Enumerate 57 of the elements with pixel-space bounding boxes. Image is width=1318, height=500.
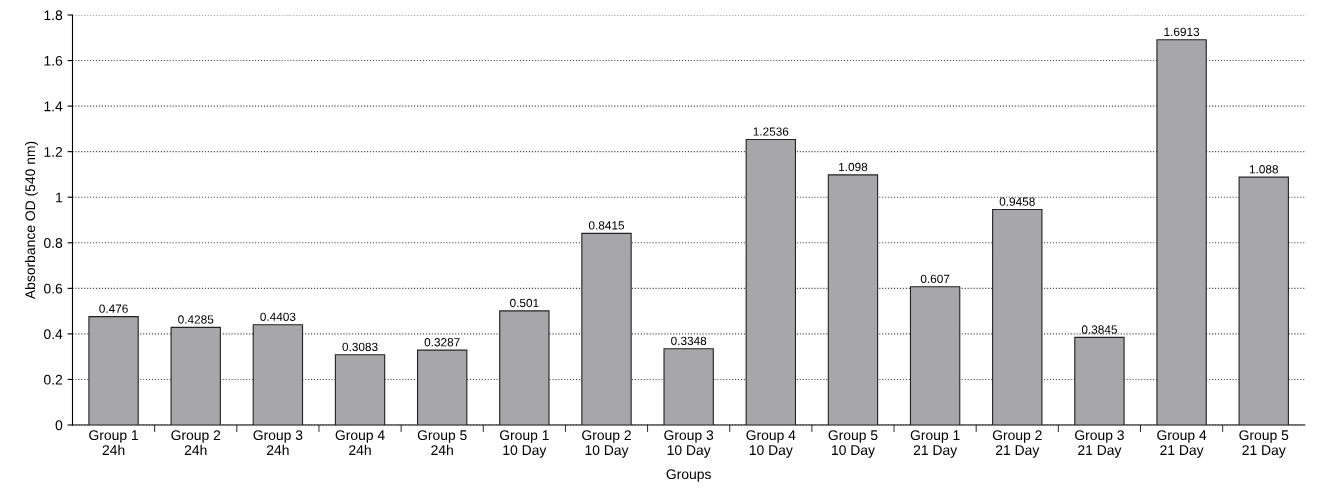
data-label: 0.607 (920, 274, 950, 284)
x-tick-label: Group 1 10 Day (499, 430, 549, 458)
data-label: 0.3083 (342, 342, 378, 352)
data-label: 0.9458 (999, 197, 1035, 206)
data-label: 1.2536 (753, 127, 789, 136)
y-tick-label: 1.2 (44, 147, 63, 157)
x-tick-label: Group 3 24h (253, 430, 303, 455)
bar (581, 232, 632, 425)
data-label: 0.3348 (671, 336, 707, 346)
bar (499, 310, 550, 425)
y-tick-label: 1 (56, 192, 63, 203)
x-tick-label: Group 5 24h (417, 430, 467, 455)
bar (1156, 39, 1207, 425)
x-tick-label: Group 4 10 Day (746, 430, 796, 458)
x-tick-label: Group 5 10 Day (828, 430, 878, 458)
y-tick-label: 0.2 (44, 374, 63, 385)
bar (416, 349, 468, 425)
bar (745, 138, 797, 425)
x-axis-title: Groups (666, 469, 711, 482)
bar (1074, 336, 1125, 425)
y-tick-label: 1.4 (44, 101, 63, 112)
bar (909, 286, 961, 425)
x-tick-label: Group 4 21 Day (1157, 430, 1207, 458)
data-label: 0.476 (99, 304, 128, 313)
bar (252, 324, 304, 425)
bar (88, 316, 139, 425)
x-tick-label: Group 4 24h (335, 430, 385, 455)
x-tick-label: Group 2 10 Day (582, 430, 631, 458)
x-tick-label: Group 5 21 Day (1239, 430, 1289, 458)
y-axis-title: Absorbance OD (540 nm) (24, 141, 38, 300)
x-tick-label: Group 3 10 Day (664, 430, 714, 458)
bar (992, 209, 1043, 425)
x-tick-label: Group 1 21 Day (910, 430, 960, 458)
data-label: 0.8415 (588, 221, 625, 230)
data-label: 1.098 (839, 162, 868, 172)
data-label: 0.4403 (260, 312, 296, 321)
x-tick-label: Group 3 21 Day (1075, 430, 1124, 458)
bar (663, 348, 714, 425)
data-label: 0.3845 (1081, 325, 1117, 334)
y-tick-label: 1.6 (44, 55, 63, 66)
y-tick-label: 0 (55, 420, 63, 431)
bar (827, 174, 879, 425)
data-label: 0.3287 (424, 338, 460, 347)
bar (170, 326, 221, 425)
bar (1238, 176, 1289, 425)
x-tick-label: Group 1 24h (89, 430, 138, 455)
y-tick-label: 1.8 (44, 10, 63, 21)
y-tick-label: 0.8 (44, 238, 63, 248)
bar (334, 354, 386, 425)
data-label: 0.501 (510, 298, 539, 308)
data-label: 1.088 (1249, 165, 1278, 174)
y-tick-label: 0.6 (44, 283, 63, 294)
x-tick-label: Group 2 21 Day (992, 430, 1042, 458)
data-label: 0.4285 (178, 315, 214, 324)
y-tick-label: 0.4 (44, 329, 63, 340)
data-label: 1.6913 (1164, 27, 1200, 37)
x-tick-label: Group 2 24h (171, 430, 221, 455)
